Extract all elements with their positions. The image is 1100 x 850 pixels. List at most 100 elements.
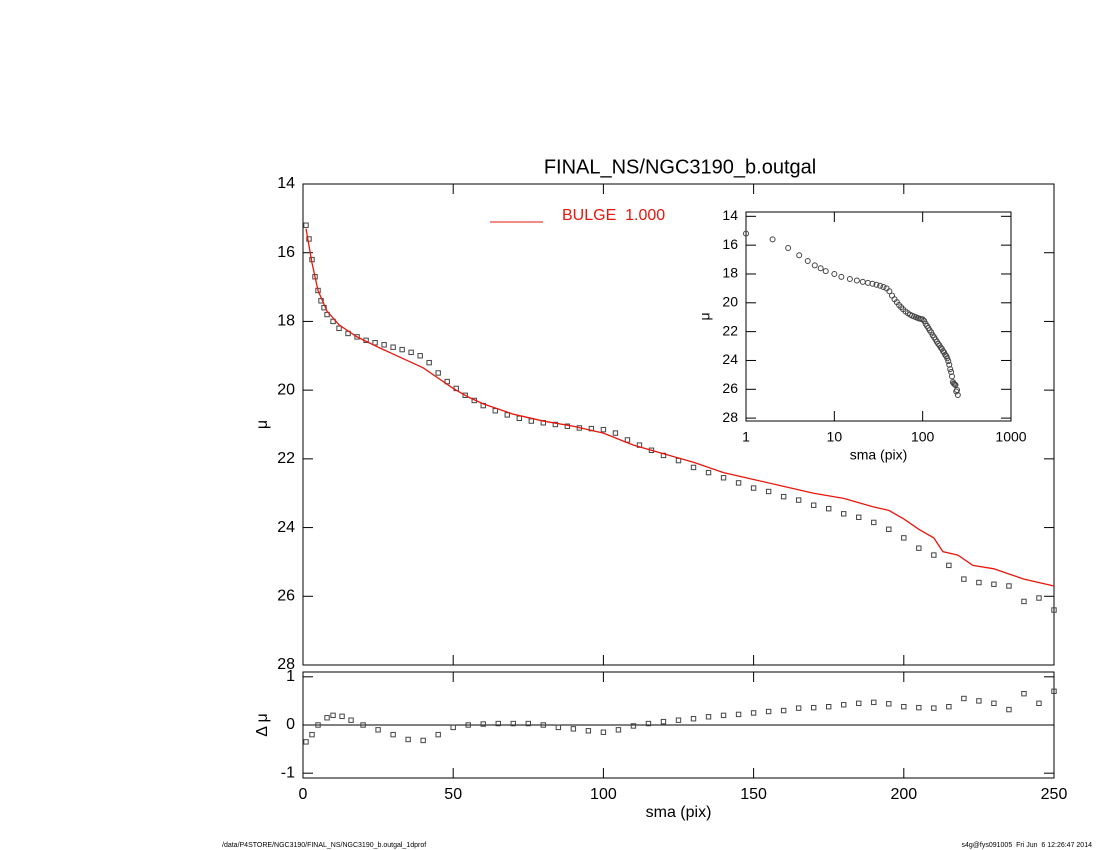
data-point (931, 552, 937, 558)
data-point (372, 340, 378, 346)
x-tick-label: 0 (299, 786, 308, 803)
x-tick-label: 10 (827, 429, 843, 445)
data-point (765, 708, 772, 715)
x-axis-label: sma (pix) (850, 447, 908, 463)
y-tick-label: 22 (722, 322, 738, 338)
data-point (417, 353, 423, 359)
data-point (330, 712, 336, 719)
y-tick-label: 18 (722, 265, 738, 281)
data-point (951, 381, 958, 388)
data-point (435, 370, 441, 376)
data-point (871, 519, 877, 526)
data-point (405, 736, 411, 743)
data-point (705, 469, 712, 476)
y-axis-label: Δ μ (254, 713, 271, 736)
data-point (976, 698, 982, 704)
data-point (675, 717, 682, 723)
y-tick-label: 20 (277, 381, 295, 398)
data-point (796, 252, 803, 259)
data-point (883, 285, 890, 292)
data-point (645, 720, 652, 727)
x-tick-label: 100 (911, 429, 935, 445)
data-point (946, 361, 953, 368)
data-point (780, 707, 787, 714)
x-tick-label: 200 (890, 786, 917, 803)
footer-stamp: s4g@fys091005 Fri Jun 6 12:26:47 2014 (962, 842, 1093, 849)
data-point (408, 349, 414, 356)
legend-label: BULGE 1.000 (562, 207, 665, 224)
data-point (735, 711, 742, 718)
data-point (660, 718, 667, 725)
data-point (810, 704, 817, 711)
y-axis-label: μ (254, 420, 271, 429)
data-point (856, 700, 862, 707)
data-point (1021, 598, 1027, 605)
data-point (916, 704, 922, 711)
data-point (795, 497, 802, 503)
x-tick-label: 1 (742, 429, 750, 445)
data-point (873, 281, 880, 288)
data-point (354, 334, 360, 340)
data-point (306, 236, 312, 242)
data-point (946, 703, 952, 710)
data-point (841, 511, 847, 517)
plot-frame (745, 211, 1012, 422)
data-point (853, 277, 860, 284)
data-point (750, 710, 757, 716)
y-tick-label: 14 (722, 207, 738, 223)
footer-path: /data/P4STORE/NGC3190/FINAL_NS/NGC3190_b… (222, 842, 426, 849)
data-point (991, 700, 997, 707)
data-point (952, 381, 959, 388)
model-line (305, 228, 1055, 587)
data-point (690, 716, 697, 722)
y-axis-label: μ (697, 312, 713, 320)
data-point (399, 346, 405, 353)
data-point (961, 576, 967, 582)
y-tick-label: 26 (277, 588, 295, 605)
data-point (822, 268, 829, 275)
data-point (516, 415, 522, 422)
y-tick-label: 18 (277, 313, 295, 330)
data-point (735, 480, 742, 486)
y-tick-label: 20 (722, 294, 738, 310)
data-point (950, 380, 957, 387)
data-point (780, 493, 787, 500)
data-point (570, 726, 577, 732)
data-point (426, 359, 432, 366)
data-point (528, 418, 535, 424)
data-point (856, 514, 862, 520)
data-point (1051, 688, 1057, 694)
data-point (810, 502, 817, 508)
data-point (949, 373, 956, 380)
data-point (931, 705, 937, 711)
data-point (552, 421, 559, 428)
data-point (630, 723, 637, 729)
data-point (811, 262, 818, 269)
data-point (916, 545, 922, 551)
data-point (525, 720, 531, 727)
data-point (919, 316, 926, 323)
data-point (720, 712, 727, 719)
data-point (1006, 583, 1012, 589)
data-point (886, 701, 892, 707)
data-point (315, 722, 321, 728)
data-point (303, 222, 309, 228)
x-axis-label: sma (pix) (646, 804, 712, 821)
data-point (838, 273, 845, 280)
plot-frame (302, 183, 1055, 666)
data-point (690, 464, 697, 471)
data-point (1051, 607, 1057, 613)
data-point (390, 344, 396, 350)
x-tick-label: 250 (1041, 786, 1068, 803)
plot-title: FINAL_NS/NGC3190_b.outgal (544, 156, 816, 178)
data-point (435, 731, 441, 738)
data-point (928, 329, 935, 336)
data-point (785, 245, 792, 252)
data-point (961, 695, 967, 702)
data-point (585, 728, 592, 734)
y-tick-label: 22 (277, 450, 295, 467)
y-tick-label: 26 (722, 380, 738, 396)
data-point (615, 727, 622, 733)
data-point (944, 355, 951, 362)
